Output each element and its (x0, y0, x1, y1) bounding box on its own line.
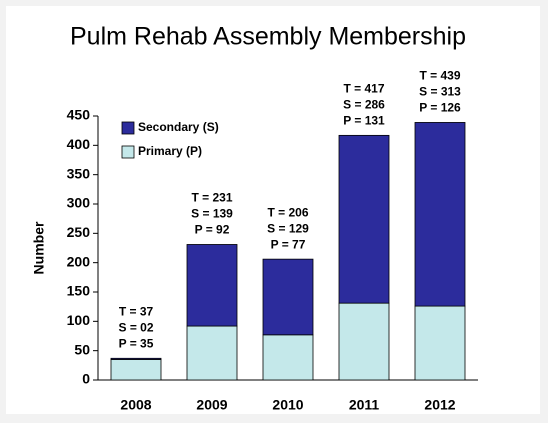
annotation: T = 417 (343, 82, 384, 96)
bar-segment (262, 258, 314, 336)
annotation: S = 286 (343, 98, 385, 112)
x-tick-label: 2010 (272, 397, 303, 413)
annotation: T = 231 (191, 191, 232, 205)
annotation: P = 92 (195, 223, 230, 237)
y-axis-label: Number (31, 221, 47, 274)
y-tick-label: 150 (67, 283, 91, 299)
y-tick-label: 50 (74, 341, 90, 357)
y-tick-label: 0 (82, 371, 90, 387)
bar-segment (186, 325, 238, 381)
x-tick-label: 2012 (424, 397, 455, 413)
y-tick-label: 250 (67, 224, 91, 240)
annotation: P = 126 (419, 101, 461, 115)
legend-label: Primary (P) (138, 144, 202, 158)
bar-segment (110, 357, 162, 360)
bar-segment (262, 334, 314, 381)
annotation: T = 439 (419, 69, 460, 83)
x-tick-label: 2008 (120, 397, 151, 413)
annotation: P = 77 (271, 237, 306, 251)
y-tick-label: 300 (67, 195, 91, 211)
legend-swatch (121, 121, 135, 135)
bar-segment (414, 122, 466, 307)
chart-title: Pulm Rehab Assembly Membership (70, 23, 466, 51)
bar-segment (338, 134, 390, 304)
legend-label: Secondary (S) (138, 120, 219, 134)
bar-segment (338, 302, 390, 381)
y-tick-label: 450 (67, 107, 91, 123)
annotation: S = 02 (118, 320, 153, 334)
bar-segment (186, 244, 238, 327)
x-tick-label: 2009 (196, 397, 227, 413)
y-tick-label: 200 (67, 253, 91, 269)
x-tick-label: 2011 (349, 397, 380, 413)
annotation: S = 313 (419, 85, 461, 99)
y-tick-label: 350 (67, 165, 91, 181)
y-tick-label: 400 (67, 136, 91, 152)
bar-segment (414, 305, 466, 381)
annotation: T = 206 (267, 205, 308, 219)
annotation: P = 35 (119, 336, 154, 350)
annotation: S = 139 (191, 207, 233, 221)
legend-swatch (121, 145, 135, 159)
y-tick-label: 100 (67, 312, 91, 328)
annotation: S = 129 (267, 221, 309, 235)
annotation: T = 37 (119, 304, 154, 318)
bar-segment (110, 359, 162, 381)
annotation: P = 131 (343, 114, 385, 128)
